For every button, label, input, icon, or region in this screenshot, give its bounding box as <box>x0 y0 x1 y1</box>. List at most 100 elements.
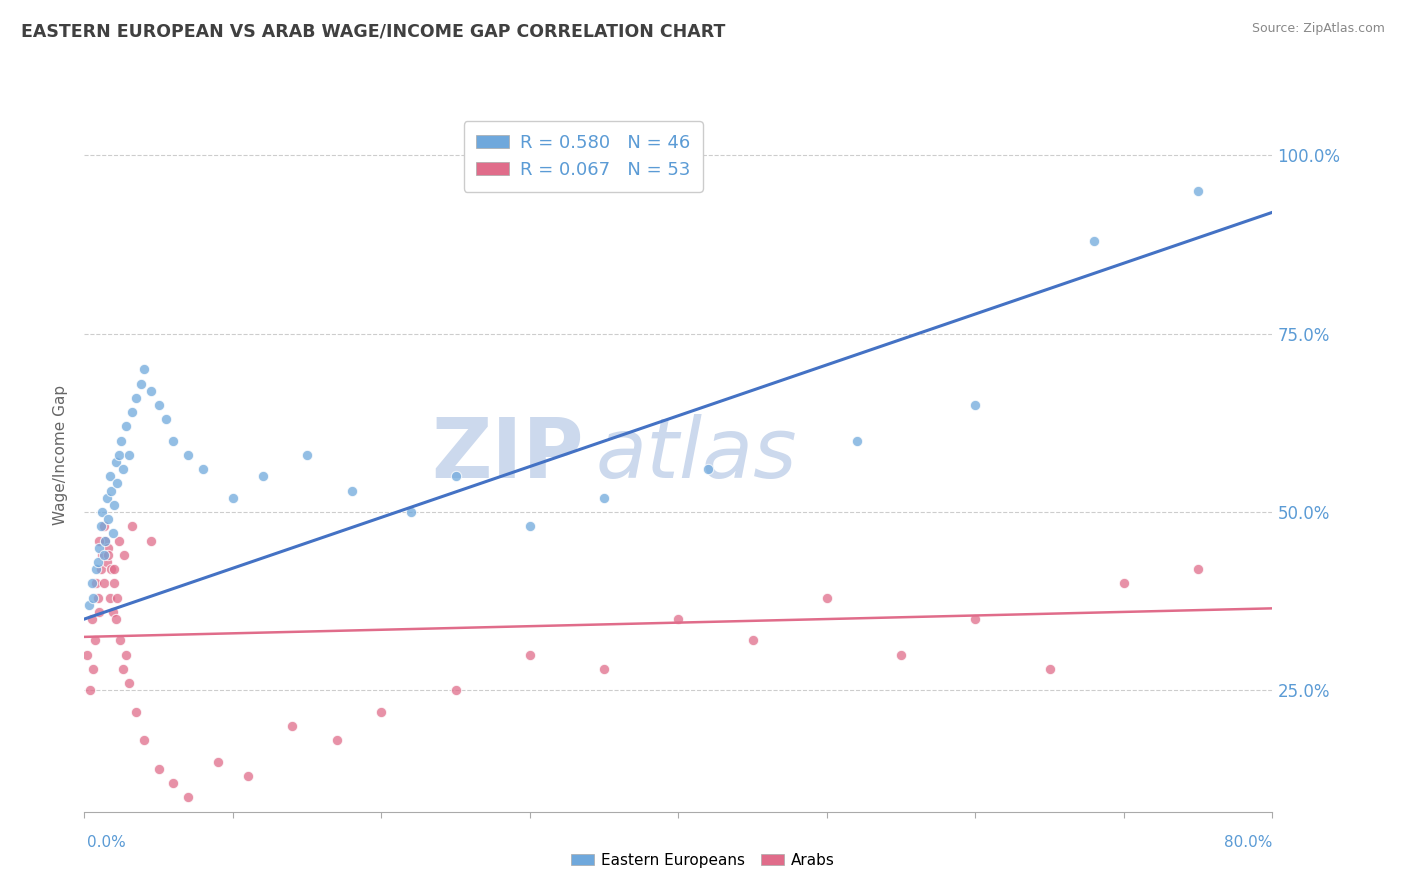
Point <box>87 555 110 569</box>
Point <box>668 612 690 626</box>
Text: atlas: atlas <box>595 415 797 495</box>
Point <box>97 548 120 562</box>
Point <box>593 662 616 676</box>
Point <box>84 576 107 591</box>
Point <box>845 434 868 448</box>
Point <box>103 498 125 512</box>
Point <box>111 462 134 476</box>
Point <box>1112 576 1135 591</box>
Point <box>118 448 141 462</box>
Point <box>132 362 155 376</box>
Point <box>89 605 111 619</box>
Point <box>125 705 148 719</box>
Point <box>236 769 259 783</box>
Point <box>108 633 131 648</box>
Point <box>177 448 200 462</box>
Point <box>444 469 467 483</box>
Point <box>98 591 121 605</box>
Point <box>93 576 115 591</box>
Point <box>89 541 111 555</box>
Point <box>177 790 200 805</box>
Point <box>965 398 987 412</box>
Point <box>340 483 363 498</box>
Point <box>103 576 125 591</box>
Text: 80.0%: 80.0% <box>1225 836 1272 850</box>
Point <box>295 448 318 462</box>
Point <box>132 733 155 747</box>
Text: Source: ZipAtlas.com: Source: ZipAtlas.com <box>1251 22 1385 36</box>
Point <box>103 562 125 576</box>
Point <box>114 548 136 562</box>
Point <box>121 519 143 533</box>
Point <box>77 598 100 612</box>
Point <box>93 519 115 533</box>
Point <box>110 434 132 448</box>
Point <box>94 533 117 548</box>
Point <box>104 455 127 469</box>
Point <box>815 591 838 605</box>
Y-axis label: Wage/Income Gap: Wage/Income Gap <box>52 384 67 525</box>
Point <box>697 462 720 476</box>
Point <box>399 505 422 519</box>
Point <box>76 648 98 662</box>
Point <box>97 541 120 555</box>
Point <box>1187 184 1209 198</box>
Text: EASTERN EUROPEAN VS ARAB WAGE/INCOME GAP CORRELATION CHART: EASTERN EUROPEAN VS ARAB WAGE/INCOME GAP… <box>21 22 725 40</box>
Point <box>118 676 141 690</box>
Point <box>97 512 120 526</box>
Point <box>82 591 104 605</box>
Point <box>107 533 129 548</box>
Legend: Eastern Europeans, Arabs: Eastern Europeans, Arabs <box>565 847 841 873</box>
Point <box>741 633 763 648</box>
Point <box>91 548 114 562</box>
Point <box>83 633 105 648</box>
Point <box>191 462 215 476</box>
Point <box>370 705 392 719</box>
Point <box>105 476 128 491</box>
Point <box>98 469 121 483</box>
Point <box>281 719 304 733</box>
Point <box>222 491 245 505</box>
Text: ZIP: ZIP <box>430 415 583 495</box>
Point <box>79 683 101 698</box>
Point <box>80 576 103 591</box>
Point <box>155 412 177 426</box>
Point <box>890 648 912 662</box>
Point <box>1187 562 1209 576</box>
Point <box>90 519 112 533</box>
Point <box>100 562 122 576</box>
Legend: R = 0.580   N = 46, R = 0.067   N = 53: R = 0.580 N = 46, R = 0.067 N = 53 <box>464 121 703 192</box>
Point <box>326 733 349 747</box>
Point <box>207 755 229 769</box>
Point <box>105 591 128 605</box>
Point <box>252 469 274 483</box>
Point <box>519 519 541 533</box>
Point <box>93 548 115 562</box>
Point <box>162 434 184 448</box>
Point <box>162 776 184 790</box>
Point <box>96 491 118 505</box>
Point <box>82 662 104 676</box>
Point <box>107 448 129 462</box>
Point <box>96 555 118 569</box>
Point <box>89 533 111 548</box>
Point <box>115 419 138 434</box>
Point <box>100 483 122 498</box>
Point <box>101 605 124 619</box>
Point <box>91 505 114 519</box>
Point <box>444 683 467 698</box>
Point <box>519 648 541 662</box>
Text: 0.0%: 0.0% <box>87 836 127 850</box>
Point <box>87 591 110 605</box>
Point <box>1083 234 1105 248</box>
Point <box>111 662 134 676</box>
Point <box>115 648 138 662</box>
Point <box>104 612 127 626</box>
Point <box>141 533 163 548</box>
Point <box>125 391 148 405</box>
Point <box>141 384 163 398</box>
Point <box>129 376 152 391</box>
Point <box>94 533 117 548</box>
Point <box>148 398 170 412</box>
Point <box>965 612 987 626</box>
